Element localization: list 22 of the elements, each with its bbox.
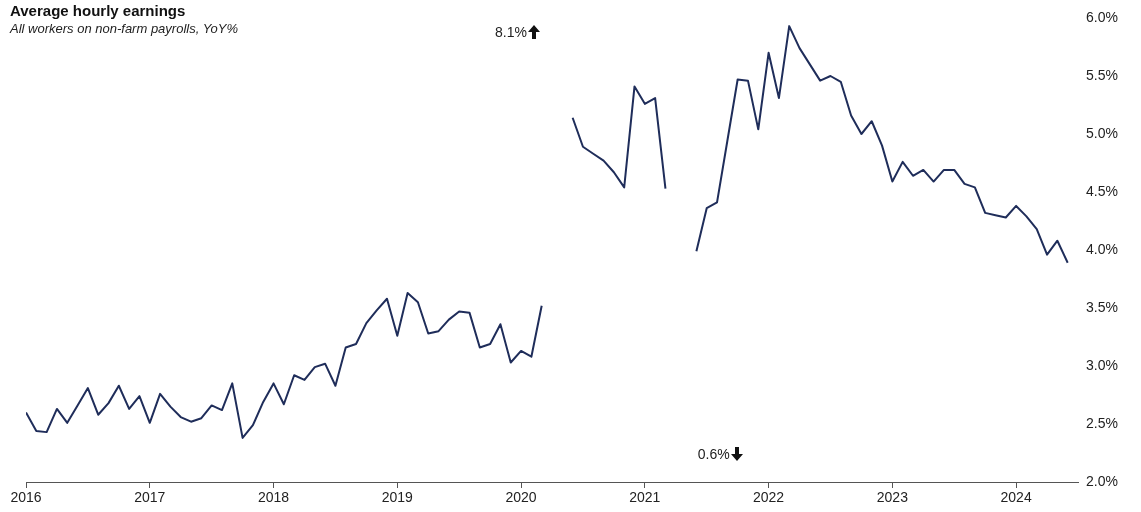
annotation: 0.6% xyxy=(697,446,730,462)
x-tick-label: 2018 xyxy=(257,489,290,506)
annotation: 8.1% xyxy=(495,24,527,40)
y-tick-label: 5.0% xyxy=(1086,124,1118,141)
y-tick-label: 5.5% xyxy=(1086,66,1118,83)
y-tick-label: 3.5% xyxy=(1086,298,1118,315)
x-tick-label: 2016 xyxy=(10,489,42,506)
y-tick-label: 2.5% xyxy=(1086,414,1118,431)
x-tick-label: 2021 xyxy=(629,489,661,506)
x-tick-label: 2019 xyxy=(381,489,414,506)
y-tick-label: 4.0% xyxy=(1086,240,1118,257)
x-tick-label: 2024 xyxy=(1000,489,1032,506)
y-tick-label: 2.0% xyxy=(1086,472,1118,489)
x-tick-label: 2023 xyxy=(876,489,909,506)
y-tick-label: 3.0% xyxy=(1086,356,1118,373)
x-tick-label: 2022 xyxy=(753,489,785,506)
chart-title: Average hourly earnings xyxy=(10,2,186,19)
x-tick-label: 2017 xyxy=(134,489,166,506)
chart-subtitle: All workers on non-farm payrolls, YoY% xyxy=(10,21,239,36)
y-tick-label: 4.5% xyxy=(1086,182,1118,199)
y-tick-label: 6.0% xyxy=(1086,8,1118,25)
x-tick-label: 2020 xyxy=(505,489,537,506)
